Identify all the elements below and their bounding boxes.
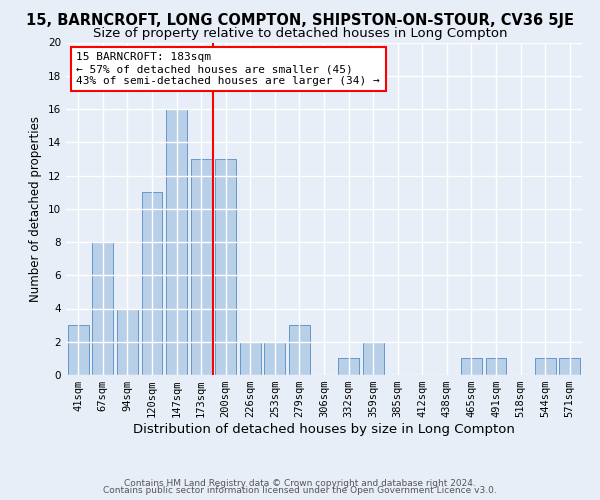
Bar [117, 308, 138, 375]
Bar [68, 325, 89, 375]
Text: Size of property relative to detached houses in Long Compton: Size of property relative to detached ho… [93, 28, 507, 40]
Text: Contains public sector information licensed under the Open Government Licence v3: Contains public sector information licen… [103, 486, 497, 495]
Y-axis label: Number of detached properties: Number of detached properties [29, 116, 43, 302]
Bar [142, 192, 163, 375]
Bar [338, 358, 359, 375]
X-axis label: Distribution of detached houses by size in Long Compton: Distribution of detached houses by size … [133, 423, 515, 436]
Bar [535, 358, 556, 375]
Bar [215, 159, 236, 375]
Text: 15 BARNCROFT: 183sqm
← 57% of detached houses are smaller (45)
43% of semi-detac: 15 BARNCROFT: 183sqm ← 57% of detached h… [76, 52, 380, 86]
Bar [142, 192, 163, 375]
Bar [461, 358, 482, 375]
Bar [191, 159, 212, 375]
Bar [461, 358, 482, 375]
Bar [485, 358, 506, 375]
Text: Contains HM Land Registry data © Crown copyright and database right 2024.: Contains HM Land Registry data © Crown c… [124, 478, 476, 488]
Bar [289, 325, 310, 375]
Bar [92, 242, 113, 375]
Bar [535, 358, 556, 375]
Bar [240, 342, 261, 375]
Bar [215, 159, 236, 375]
Bar [289, 325, 310, 375]
Bar [362, 342, 383, 375]
Text: 15, BARNCROFT, LONG COMPTON, SHIPSTON-ON-STOUR, CV36 5JE: 15, BARNCROFT, LONG COMPTON, SHIPSTON-ON… [26, 12, 574, 28]
Bar [559, 358, 580, 375]
Bar [92, 242, 113, 375]
Bar [338, 358, 359, 375]
Bar [362, 342, 383, 375]
Bar [68, 325, 89, 375]
Bar [191, 159, 212, 375]
Bar [559, 358, 580, 375]
Bar [265, 342, 286, 375]
Bar [240, 342, 261, 375]
Bar [485, 358, 506, 375]
Bar [166, 109, 187, 375]
Bar [265, 342, 286, 375]
Bar [166, 109, 187, 375]
Bar [117, 308, 138, 375]
